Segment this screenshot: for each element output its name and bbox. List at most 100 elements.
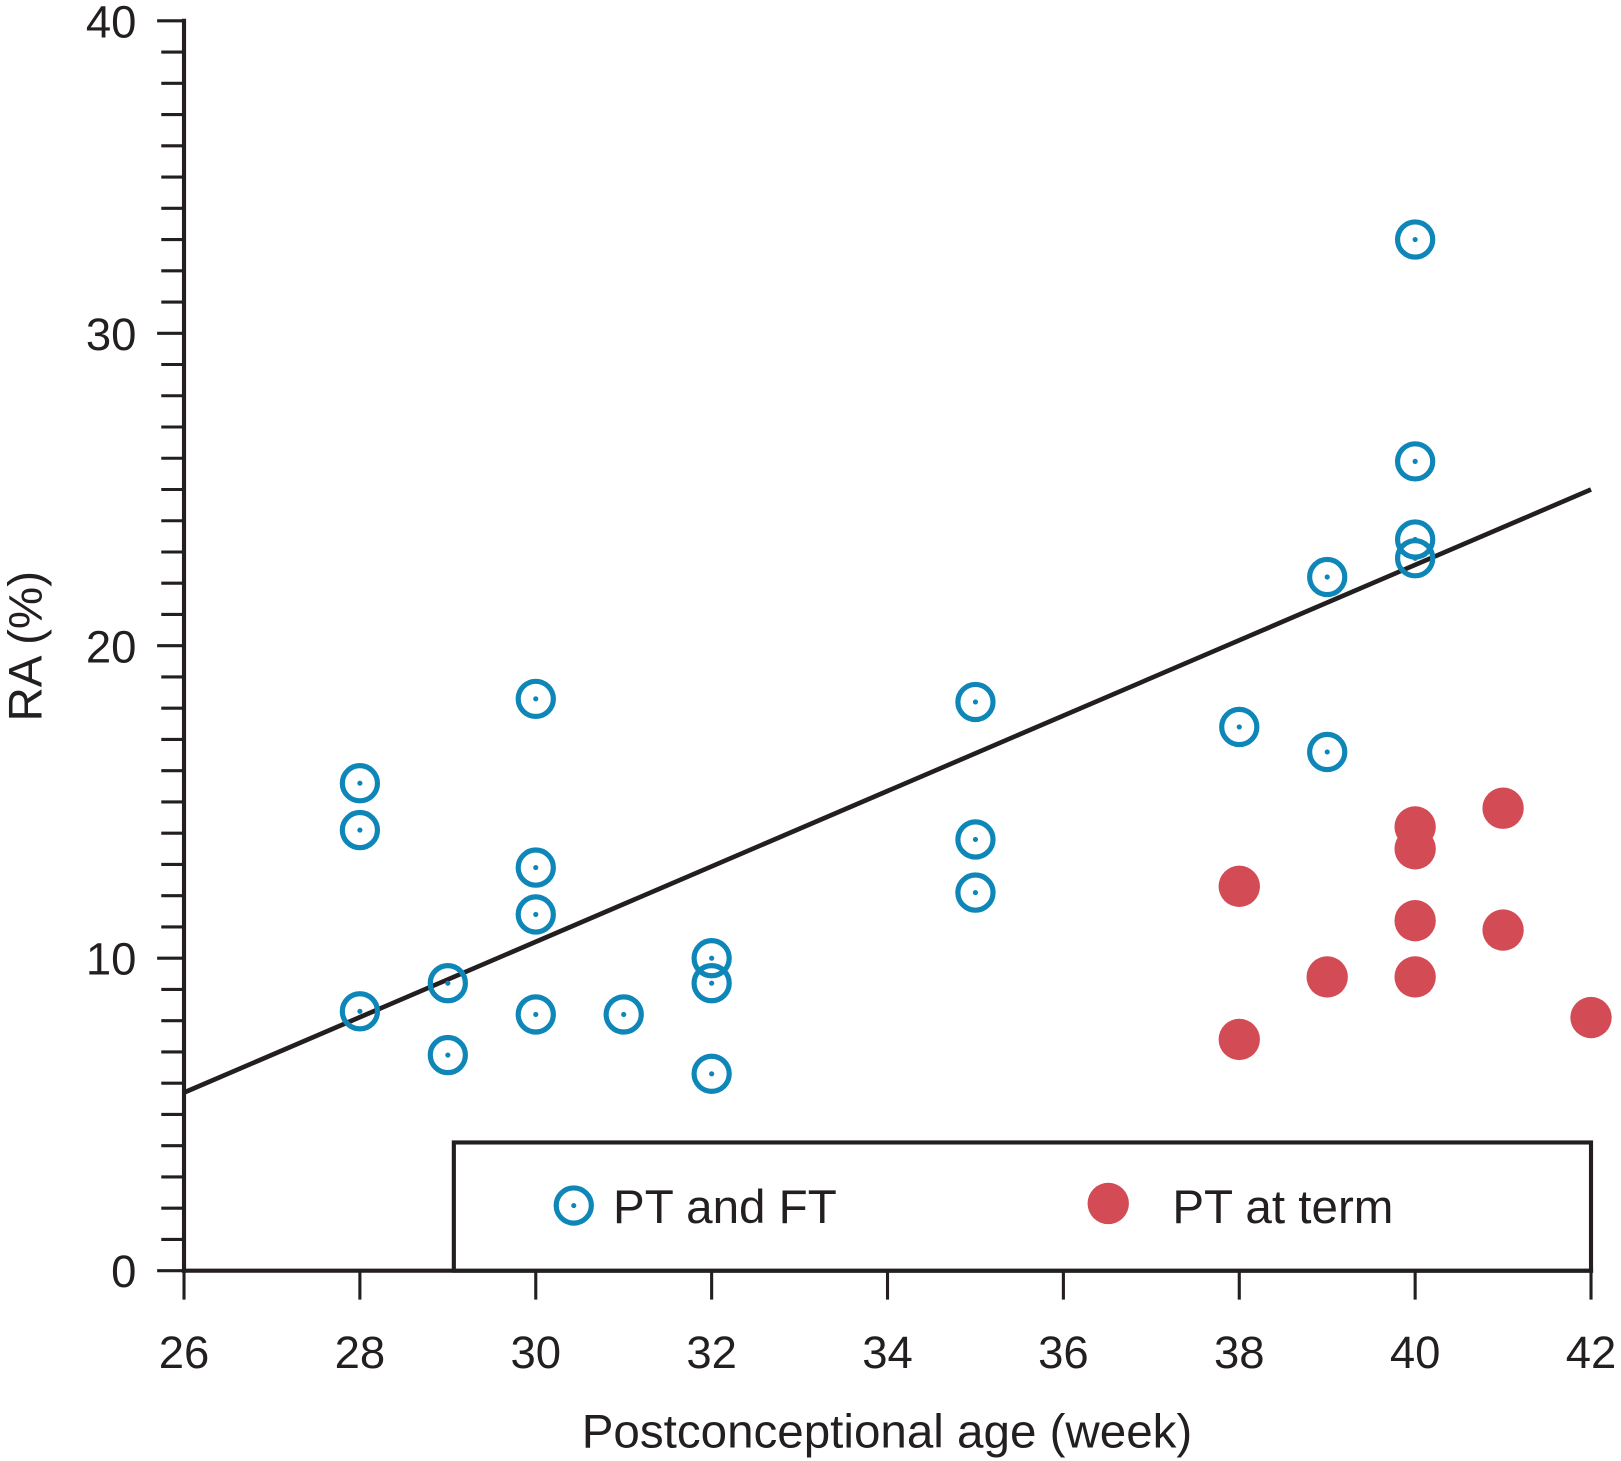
point-pt-and-ft: [691, 963, 732, 1004]
point-center-dot: [1236, 724, 1242, 730]
point-center-dot: [1324, 749, 1330, 755]
x-tick-label: 38: [1214, 1327, 1265, 1378]
point-pt-at-term: [1306, 956, 1348, 998]
point-center-dot: [533, 864, 539, 871]
point-center-dot: [1412, 458, 1418, 464]
point-pt-and-ft: [603, 994, 644, 1035]
point-pt-and-ft: [955, 819, 996, 860]
y-tick-label: 30: [86, 309, 137, 360]
point-ring: [515, 894, 556, 935]
point-pt-and-ft: [427, 1034, 468, 1076]
point-ring: [691, 1053, 732, 1094]
x-tick-label: 26: [159, 1327, 210, 1378]
x-tick-label: 32: [686, 1327, 737, 1378]
point-ring: [691, 938, 732, 979]
point-ring: [515, 678, 556, 720]
point-ring: [955, 819, 996, 860]
point-pt-and-ft: [1219, 706, 1260, 748]
x-axis-title: Postconceptional age (week): [582, 1405, 1193, 1458]
legend-marker-pt-term: [1087, 1182, 1129, 1225]
point-center-dot: [972, 836, 979, 843]
y-tick-label: 20: [86, 621, 137, 672]
point-center-dot: [445, 980, 451, 986]
point-ring: [515, 847, 556, 888]
point-pt-and-ft: [1307, 731, 1348, 773]
point-ring: [1394, 538, 1436, 579]
legend-label-pt-term: PT at term: [1172, 1181, 1393, 1234]
x-tick-label: 36: [1038, 1327, 1089, 1378]
point-pt-and-ft: [427, 963, 468, 1004]
point-center-dot: [533, 911, 539, 918]
point-pt-at-term: [1482, 787, 1524, 829]
point-pt-and-ft: [339, 809, 381, 851]
x-tick-label: 34: [862, 1327, 913, 1378]
point-ring: [427, 1034, 468, 1076]
point-pt-at-term: [1394, 956, 1436, 998]
y-tick-label: 0: [111, 1246, 136, 1297]
point-center-dot: [621, 1011, 627, 1018]
point-ring: [1307, 556, 1348, 598]
point-center-dot: [357, 1008, 363, 1014]
x-tick-label: 28: [335, 1327, 386, 1378]
point-center-dot: [709, 955, 715, 961]
point-ring: [1307, 731, 1348, 773]
legend: PT and FT PT at term: [451, 1140, 1594, 1273]
point-pt-at-term: [1482, 909, 1524, 951]
point-pt-at-term: [1394, 828, 1436, 870]
point-ring: [339, 763, 381, 804]
point-center-dot: [357, 780, 363, 786]
point-pt-and-ft: [339, 991, 381, 1032]
axes: 0 10 20 30 40 26 28 30 32 34 36 38 40 42: [86, 0, 1616, 1378]
point-center-dot: [533, 1011, 539, 1018]
point-pt-and-ft: [515, 847, 556, 888]
point-ring: [1394, 441, 1436, 482]
y-tick-label: 10: [86, 934, 137, 985]
y-axis-title: RA (%): [0, 571, 52, 722]
point-pt-and-ft: [955, 872, 996, 913]
legend-marker-pt-ft-dot: [571, 1202, 577, 1209]
point-center-dot: [445, 1052, 451, 1058]
point-pt-and-ft: [955, 681, 996, 723]
point-center-dot: [972, 889, 979, 896]
point-center-dot: [1412, 236, 1418, 243]
point-ring: [339, 809, 381, 851]
x-tick-label: 40: [1390, 1327, 1441, 1378]
legend-box: [451, 1140, 1594, 1273]
regression-line: [183, 487, 1592, 1095]
point-ring: [339, 991, 381, 1032]
point-center-dot: [357, 827, 363, 833]
point-center-dot: [533, 696, 539, 702]
point-ring: [603, 994, 644, 1035]
point-center-dot: [709, 980, 715, 986]
point-ring: [427, 963, 468, 1004]
legend-label-pt-ft: PT and FT: [613, 1181, 837, 1234]
point-pt-and-ft: [1307, 556, 1348, 598]
point-pt-and-ft: [1394, 538, 1436, 579]
x-tick-label: 42: [1566, 1327, 1617, 1378]
point-center-dot: [972, 699, 979, 705]
point-ring: [1219, 706, 1260, 748]
x-tick-label: 30: [510, 1327, 561, 1378]
point-pt-at-term: [1394, 900, 1436, 942]
point-ring: [1394, 219, 1436, 260]
point-pt-at-term: [1570, 996, 1612, 1039]
point-center-dot: [1412, 555, 1418, 561]
point-pt-and-ft: [691, 938, 732, 979]
point-pt-and-ft: [339, 763, 381, 804]
point-ring: [955, 681, 996, 723]
point-pt-at-term: [1218, 1018, 1260, 1061]
point-center-dot: [709, 1071, 715, 1077]
point-pt-and-ft: [1394, 219, 1436, 260]
point-pt-and-ft: [515, 894, 556, 935]
point-center-dot: [1324, 574, 1330, 580]
point-ring: [515, 994, 556, 1035]
y-tick-label: 40: [86, 0, 137, 47]
point-pt-and-ft: [515, 994, 556, 1035]
point-ring: [955, 872, 996, 913]
point-ring: [691, 963, 732, 1004]
point-pt-and-ft: [691, 1053, 732, 1094]
point-pt-at-term: [1218, 865, 1260, 908]
point-pt-and-ft: [515, 678, 556, 720]
legend-marker-pt-ft: [553, 1185, 594, 1226]
